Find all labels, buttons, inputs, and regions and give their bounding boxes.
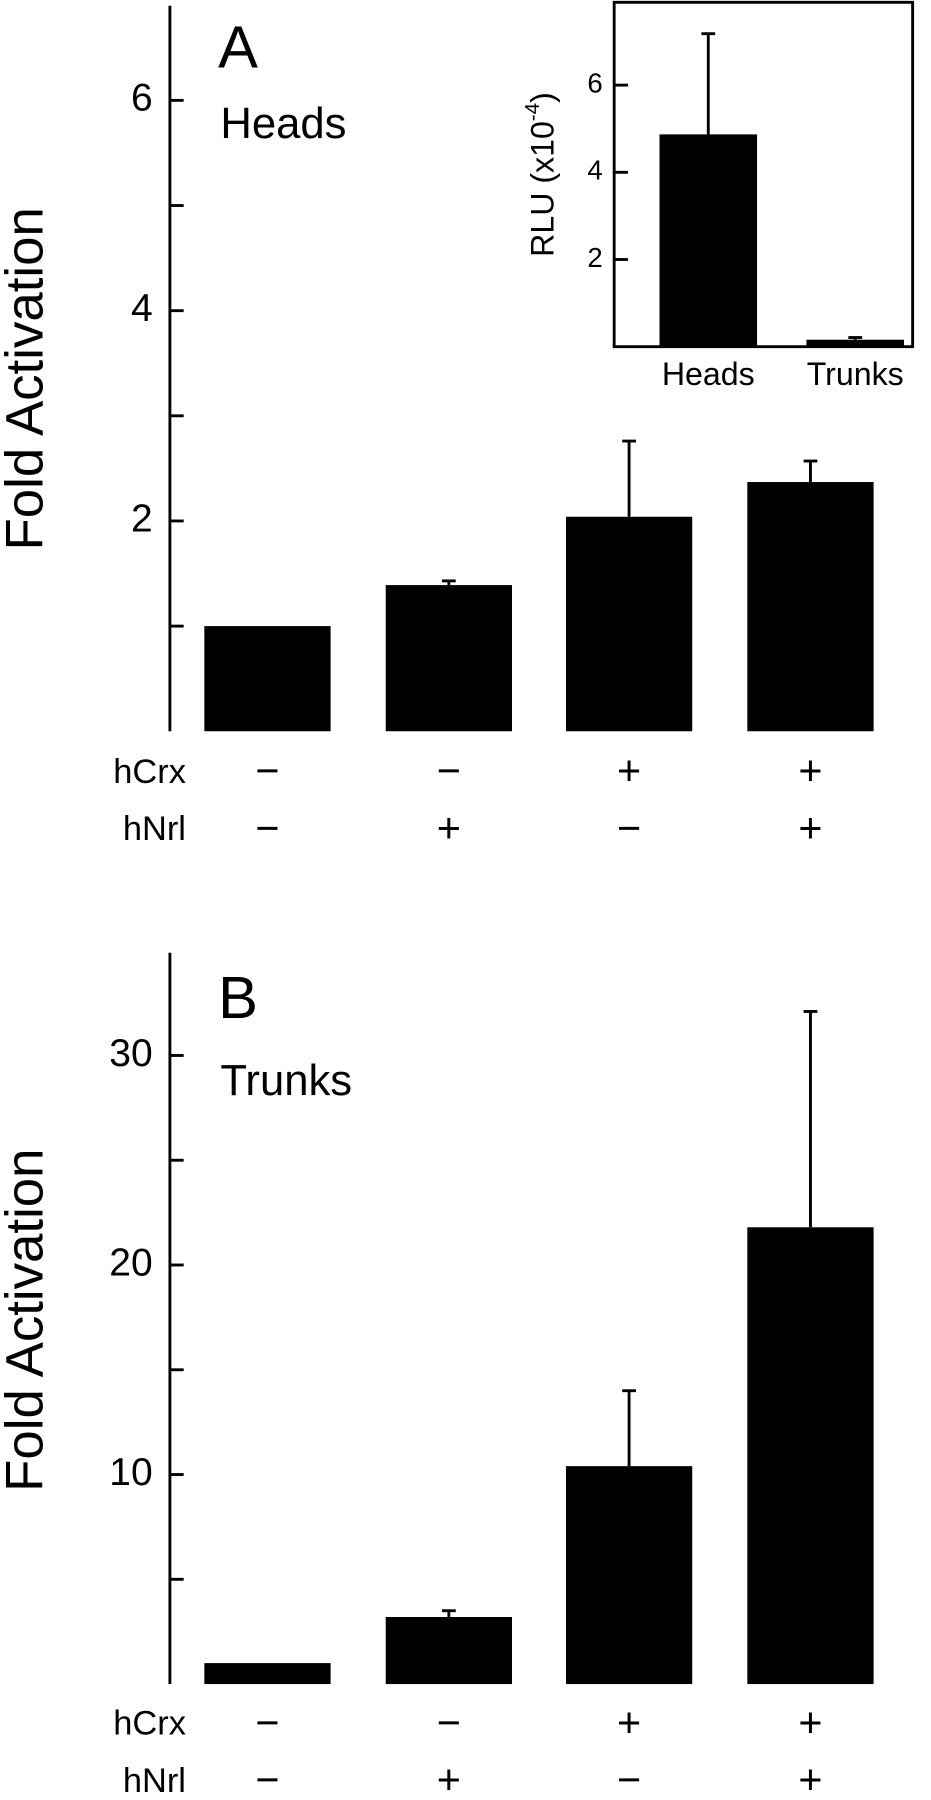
y-axis-label-exponent: -4: [521, 103, 544, 121]
condition-sign: −: [437, 748, 461, 794]
bar: [659, 134, 758, 347]
y-axis-label: Fold Activation: [0, 207, 55, 550]
y-tick-label: 2: [587, 242, 602, 273]
annotation: Heads: [220, 100, 346, 148]
y-tick-label: 2: [131, 497, 153, 540]
panel-label: B: [218, 964, 258, 1031]
condition-sign: −: [617, 1757, 641, 1800]
panel-label: A: [218, 13, 258, 80]
condition-sign: +: [798, 748, 822, 794]
y-tick-label: 30: [109, 1032, 152, 1075]
condition-sign: −: [437, 1699, 461, 1745]
y-tick-label: 6: [131, 77, 153, 120]
y-axis-label-suffix: ): [525, 92, 561, 103]
y-axis-label-text: RLU (x10: [525, 121, 561, 257]
error-bar: [441, 579, 456, 586]
inset-frame: [612, 0, 915, 349]
bar: [204, 626, 331, 732]
condition-label: hCrx: [113, 753, 186, 791]
condition-label: hNrl: [123, 810, 186, 848]
condition-sign: −: [255, 1757, 279, 1800]
x-tick-label: Trunks: [807, 356, 904, 392]
condition-sign: +: [798, 1699, 822, 1745]
error-bar: [803, 1010, 818, 1228]
condition-sign: +: [617, 748, 641, 794]
condition-sign: −: [617, 805, 641, 851]
condition-sign: +: [798, 805, 822, 851]
bar: [747, 1227, 874, 1685]
bar: [806, 339, 905, 347]
y-tick-label: 10: [109, 1451, 152, 1494]
bar: [385, 1617, 512, 1685]
annotation: Trunks: [220, 1057, 352, 1105]
bar: [565, 516, 693, 732]
y-tick-label: 20: [109, 1241, 152, 1284]
bar: [385, 585, 512, 732]
error-bar: [441, 1609, 456, 1618]
bar: [565, 1466, 693, 1685]
condition-sign: +: [437, 805, 461, 851]
condition-sign: +: [617, 1699, 641, 1745]
bar: [747, 482, 874, 732]
condition-sign: +: [437, 1757, 461, 1800]
condition-sign: −: [255, 805, 279, 851]
y-tick-label: 4: [131, 287, 153, 330]
error-bar: [622, 439, 636, 517]
error-bar: [622, 1389, 636, 1467]
y-tick-label: 4: [587, 155, 602, 186]
condition-sign: −: [255, 1699, 279, 1745]
error-bar: [701, 32, 716, 135]
condition-sign: +: [798, 1757, 822, 1800]
y-tick-label: 6: [587, 67, 602, 98]
y-axis-label: Fold Activation: [0, 1148, 55, 1491]
y-axis-label: RLU (x10-4): [521, 92, 561, 257]
condition-sign: −: [255, 748, 279, 794]
condition-label: hCrx: [113, 1704, 186, 1742]
error-bar: [848, 336, 863, 340]
condition-label: hNrl: [123, 1762, 186, 1800]
bar: [204, 1663, 331, 1685]
x-tick-label: Heads: [662, 356, 755, 392]
error-bar: [803, 459, 818, 483]
